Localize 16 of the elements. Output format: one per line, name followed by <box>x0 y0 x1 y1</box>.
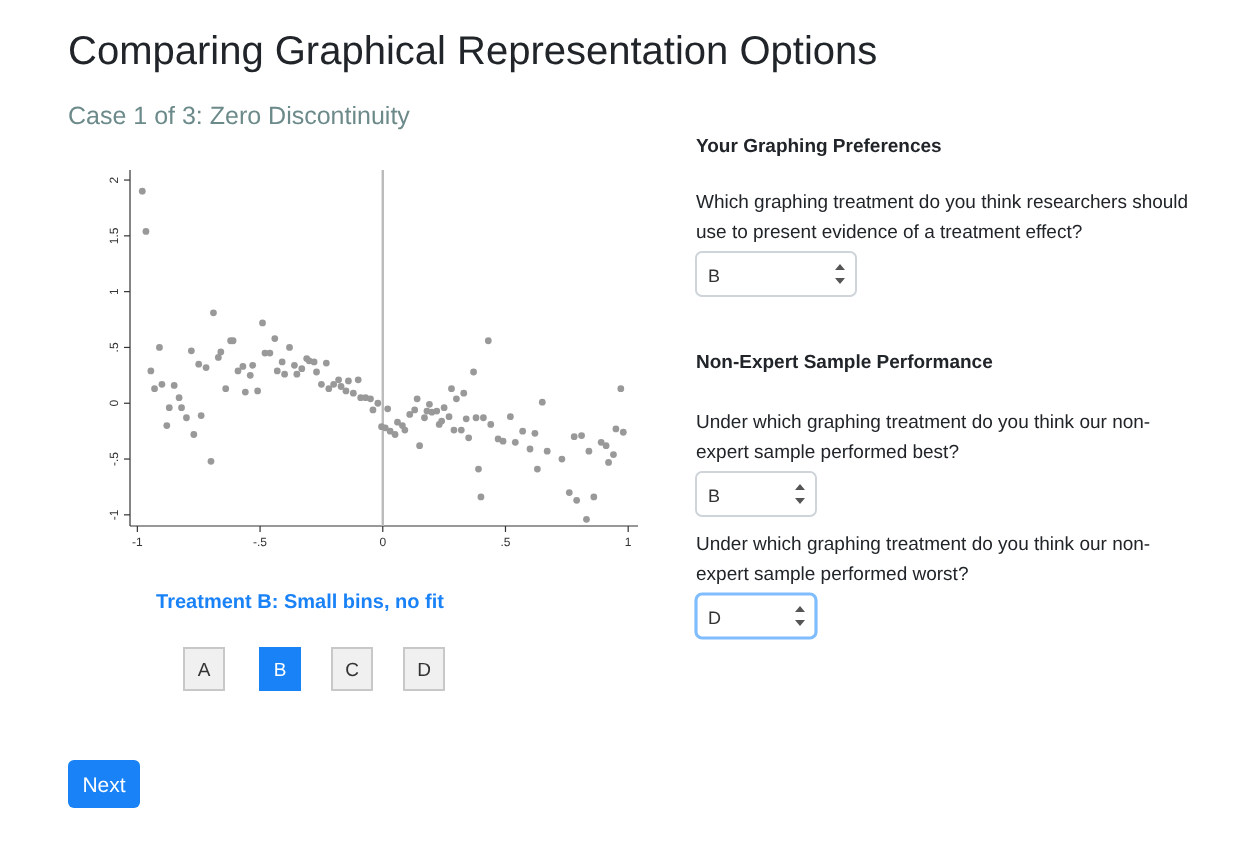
toggle-button: A <box>183 647 225 691</box>
toggle-button: B <box>259 647 301 691</box>
text: Under which graphing treatment do you think our non-expert sample performed worst? <box>696 534 1151 586</box>
chart-subtitle: Case 1 of 3: Zero Discontinuity <box>68 102 412 130</box>
text: Under which graphing treatment do you think our non-expert sample performed best? <box>696 412 1151 464</box>
toggle-button: C <box>331 647 373 691</box>
text: Which graphing treatment do you think researchers should use to present evidence of a treatment effect? <box>696 192 1189 244</box>
dropdown-field: B <box>695 251 857 297</box>
text: Non-Expert Sample Performance <box>696 352 993 374</box>
dropdown-field: B <box>695 471 817 517</box>
text: Your Graphing Preferences <box>696 136 942 158</box>
text: Treatment B: Small bins, no fit <box>156 592 446 614</box>
chart-title: Comparing Graphical Representation Options <box>68 30 878 74</box>
next-button: Next <box>68 760 140 808</box>
toggle-button: D <box>403 647 445 691</box>
dropdown-field: D <box>694 592 818 640</box>
